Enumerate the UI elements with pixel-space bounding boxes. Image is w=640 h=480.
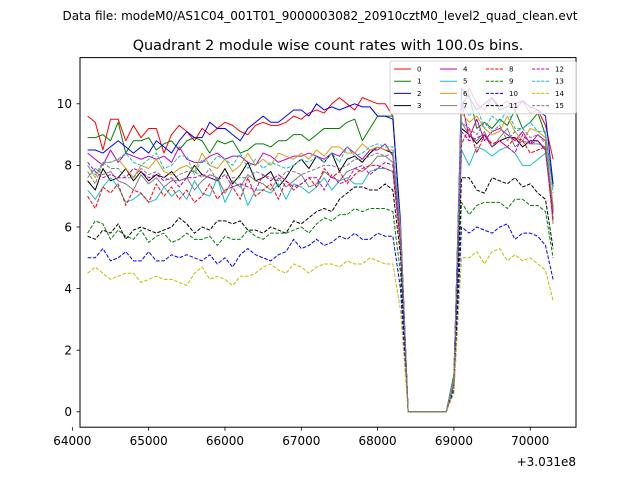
x-tick-label: 65000 bbox=[130, 434, 168, 448]
x-tick-label: 67000 bbox=[282, 434, 320, 448]
x-tick-label: 64000 bbox=[53, 434, 91, 448]
chart-title: Quadrant 2 module wise count rates with … bbox=[133, 38, 524, 54]
legend-label-13: 13 bbox=[555, 78, 564, 86]
series-line-11 bbox=[87, 177, 554, 413]
y-tick-label: 0 bbox=[64, 405, 72, 419]
y-tick-label: 6 bbox=[64, 220, 72, 234]
legend-label-9: 9 bbox=[509, 78, 513, 86]
x-tick-label: 66000 bbox=[206, 434, 244, 448]
y-tick-label: 8 bbox=[64, 159, 72, 173]
legend-label-15: 15 bbox=[555, 102, 564, 110]
legend-box bbox=[389, 60, 577, 115]
legend-label-7: 7 bbox=[463, 102, 467, 110]
y-tick-label: 4 bbox=[64, 282, 72, 296]
legend-label-3: 3 bbox=[417, 102, 421, 110]
legend-label-11: 11 bbox=[509, 102, 518, 110]
plot-series-group bbox=[87, 87, 554, 413]
series-line-9 bbox=[87, 198, 554, 413]
legend-label-1: 1 bbox=[417, 78, 421, 86]
legend-label-12: 12 bbox=[555, 66, 564, 74]
legend-label-2: 2 bbox=[417, 90, 421, 98]
series-line-8 bbox=[87, 127, 554, 413]
series-line-4 bbox=[87, 100, 554, 413]
series-line-14 bbox=[87, 248, 554, 413]
series-line-13 bbox=[87, 100, 554, 413]
y-tick-label: 2 bbox=[64, 344, 72, 358]
x-tick-label: 70000 bbox=[511, 434, 549, 448]
legend-label-10: 10 bbox=[509, 90, 518, 98]
series-line-10 bbox=[87, 223, 554, 413]
axes-frame bbox=[79, 57, 577, 428]
series-line-12 bbox=[87, 131, 554, 413]
y-axis-ticks: 0 2 4 6 8 10 bbox=[57, 97, 80, 419]
legend-label-5: 5 bbox=[463, 78, 467, 86]
y-tick-label: 10 bbox=[57, 97, 72, 111]
x-axis-ticks: 64000 65000 66000 67000 68000 69000 70000 bbox=[53, 427, 549, 448]
x-tick-label: 69000 bbox=[435, 434, 473, 448]
x-tick-label: 68000 bbox=[359, 434, 397, 448]
legend-label-14: 14 bbox=[555, 90, 564, 98]
legend-label-8: 8 bbox=[509, 66, 513, 74]
x-axis-offset-label: +3.031e8 bbox=[517, 455, 576, 469]
legend-label-4: 4 bbox=[463, 66, 468, 74]
legend-label-0: 0 bbox=[417, 66, 421, 74]
legend-label-6: 6 bbox=[463, 90, 468, 98]
figure-suptitle: Data file: modeM0/AS1C04_001T01_90000030… bbox=[62, 9, 577, 23]
series-line-6 bbox=[87, 112, 554, 413]
